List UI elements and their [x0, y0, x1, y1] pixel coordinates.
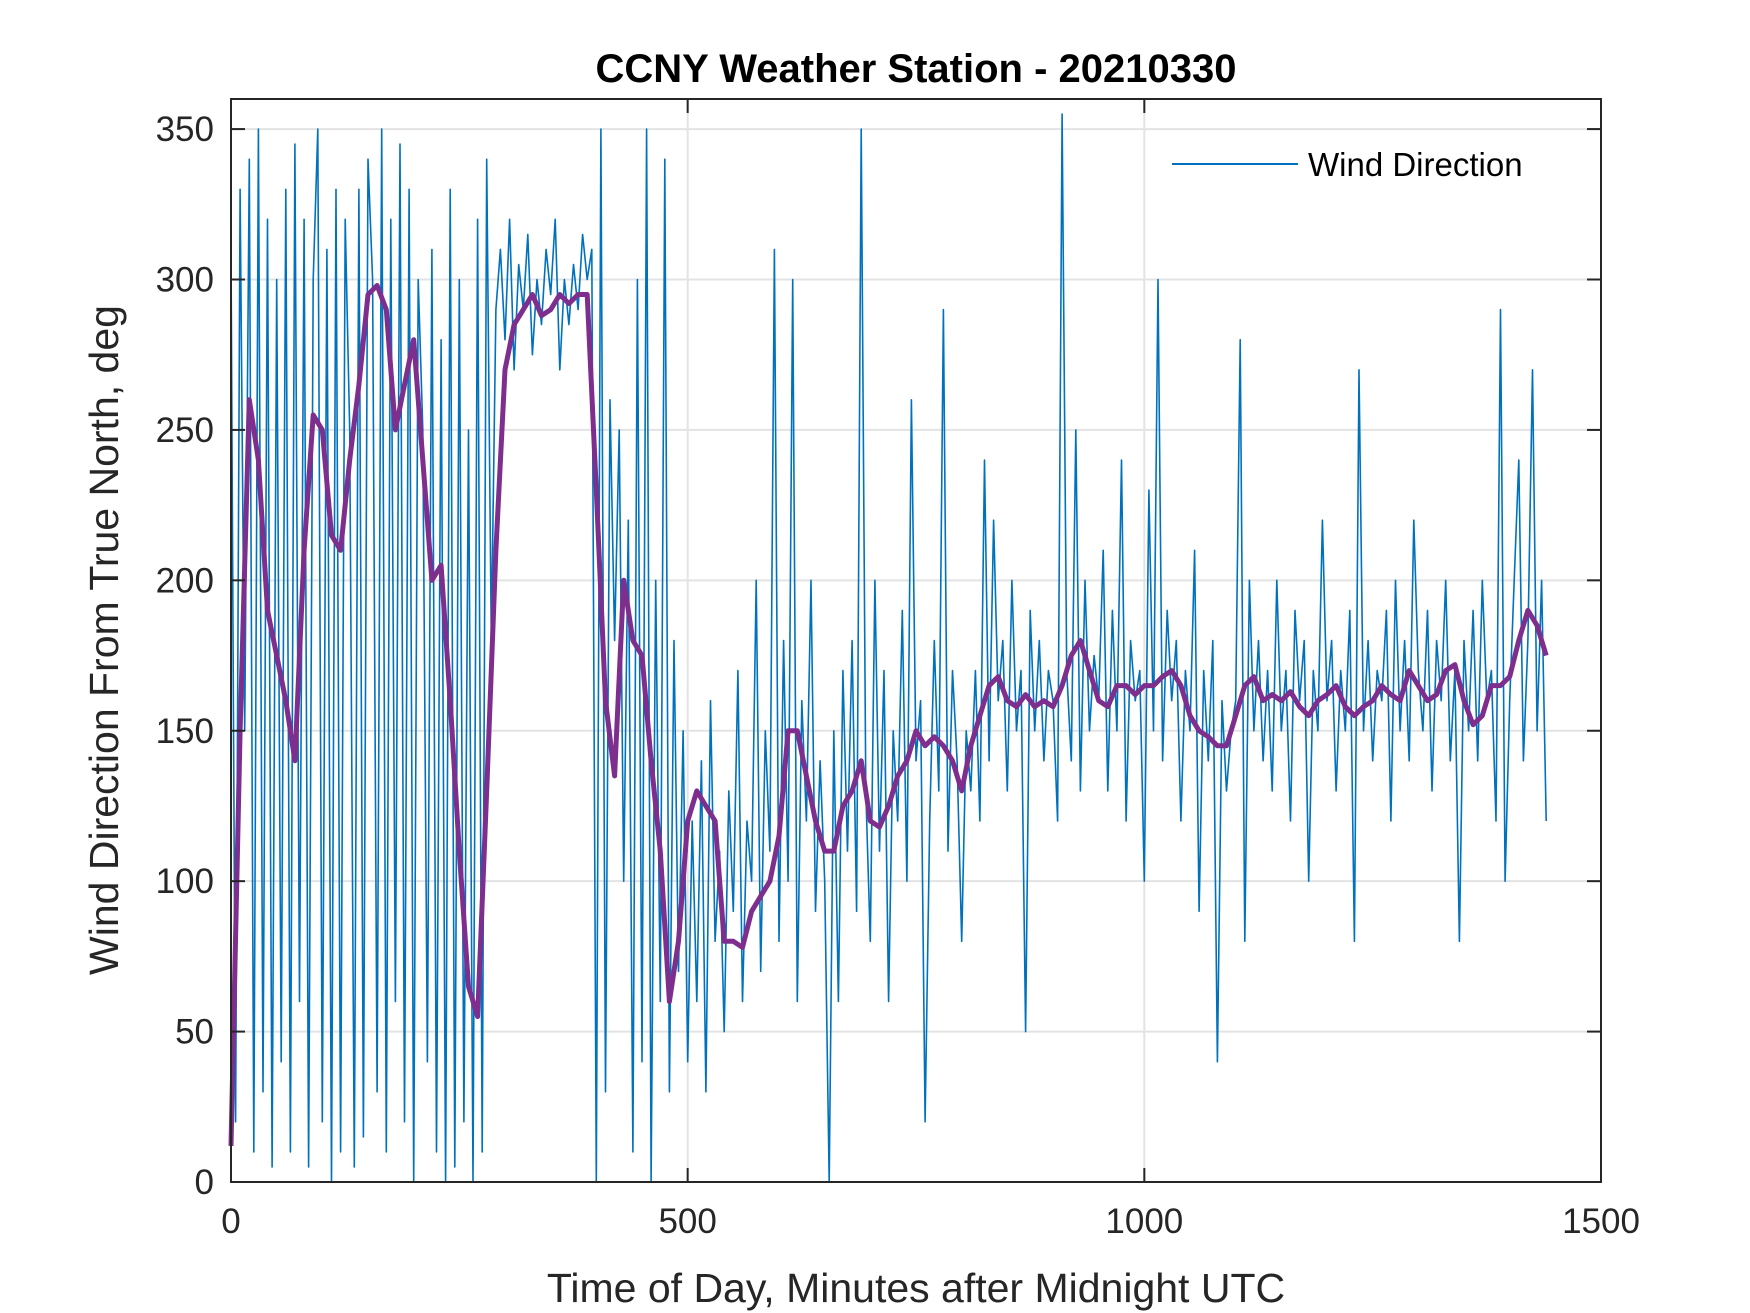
y-tick-label: 100 — [156, 862, 214, 901]
y-axis-label: Wind Direction From True North, deg — [81, 305, 127, 975]
y-tick-label: 50 — [175, 1013, 214, 1052]
x-tick-label: 0 — [221, 1202, 240, 1241]
x-tick-label: 1000 — [1105, 1202, 1183, 1241]
y-tick-label: 300 — [156, 261, 214, 300]
y-tick-label: 200 — [156, 561, 214, 600]
x-axis-label: Time of Day, Minutes after Midnight UTC — [547, 1265, 1285, 1311]
plot-area — [228, 113, 1549, 1183]
chart-title: CCNY Weather Station - 20210330 — [596, 47, 1237, 91]
y-tick-label: 0 — [195, 1163, 214, 1202]
axes-box — [230, 98, 1602, 1183]
series-line-moving-average — [228, 283, 1549, 1146]
x-tick-label: 500 — [658, 1202, 716, 1241]
x-tick-label: 1500 — [1562, 1202, 1640, 1241]
legend: Wind Direction — [1172, 146, 1523, 183]
y-tick-label: 250 — [156, 411, 214, 450]
series-line-wind-direction — [230, 113, 1547, 1183]
ticks: 0 500 1000 1500 0 50 100 150 200 250 300 350 — [156, 99, 1640, 1241]
legend-label-wind-direction: Wind Direction — [1308, 146, 1523, 183]
y-tick-label: 150 — [156, 712, 214, 751]
y-tick-label: 350 — [156, 110, 214, 149]
